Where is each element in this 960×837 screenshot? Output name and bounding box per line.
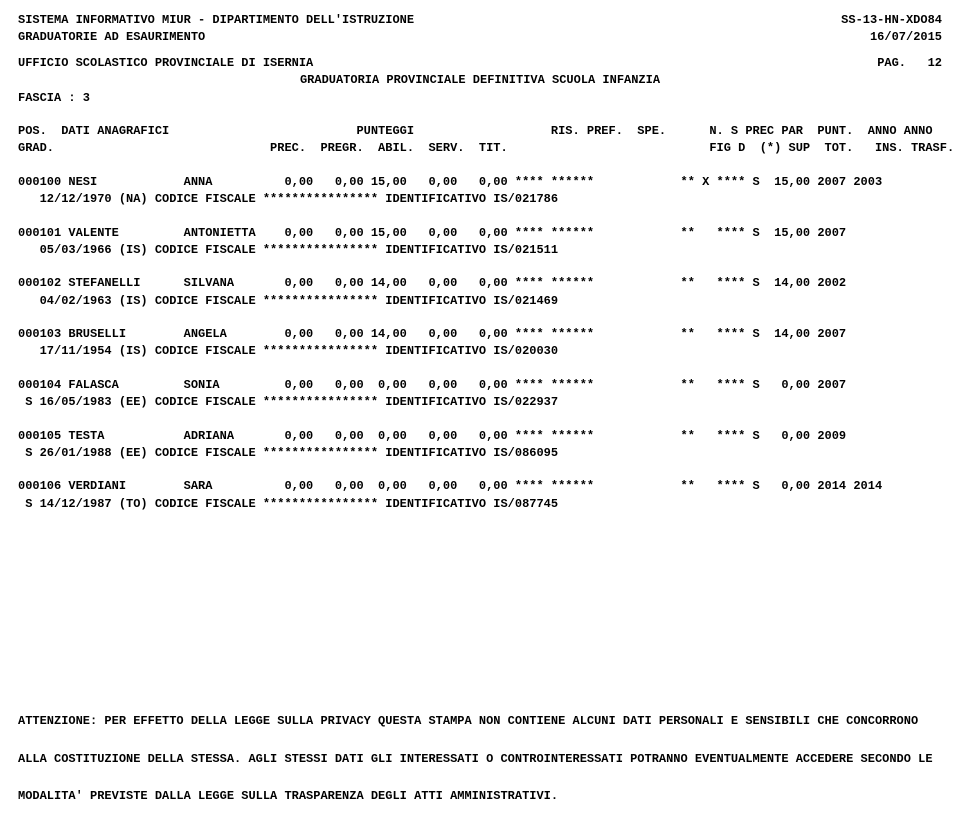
system-title: SISTEMA INFORMATIVO MIUR - DIPARTIMENTO … [18,12,414,29]
table-row: 000103 BRUSELLI ANGELA 0,00 0,00 14,00 0… [18,326,942,361]
data-rows-container: 000100 NESI ANNA 0,00 0,00 15,00 0,00 0,… [18,174,942,513]
table-row: 000102 STEFANELLI SILVANA 0,00 0,00 14,0… [18,275,942,310]
column-header-row-2: GRAD. PREC. PREGR. ABIL. SERV. TIT. FIG … [18,140,942,157]
privacy-footer: ATTENZIONE: PER EFFETTO DELLA LEGGE SULL… [18,713,942,805]
column-header-row-1: POS. DATI ANAGRAFICI PUNTEGGI RIS. PREF.… [18,123,942,140]
row-main: 000106 VERDIANI SARA 0,00 0,00 0,00 0,00… [18,478,942,495]
header-line-3: UFFICIO SCOLASTICO PROVINCIALE DI ISERNI… [18,55,942,72]
row-main: 000104 FALASCA SONIA 0,00 0,00 0,00 0,00… [18,377,942,394]
report-date: 16/07/2015 [870,29,942,46]
office-name: UFFICIO SCOLASTICO PROVINCIALE DI ISERNI… [18,55,313,72]
page-number: PAG. 12 [877,55,942,72]
table-row: 000105 TESTA ADRIANA 0,00 0,00 0,00 0,00… [18,428,942,463]
row-detail: S 26/01/1988 (EE) CODICE FISCALE *******… [18,445,942,462]
row-detail: 04/02/1963 (IS) CODICE FISCALE *********… [18,293,942,310]
row-main: 000103 BRUSELLI ANGELA 0,00 0,00 14,00 0… [18,326,942,343]
row-detail: S 16/05/1983 (EE) CODICE FISCALE *******… [18,394,942,411]
document-title: GRADUATORIA PROVINCIALE DEFINITIVA SCUOL… [18,72,942,89]
report-code: SS-13-HN-XDO84 [841,12,942,29]
subtitle: GRADUATORIE AD ESAURIMENTO [18,29,205,46]
table-row: 000100 NESI ANNA 0,00 0,00 15,00 0,00 0,… [18,174,942,209]
row-detail: 17/11/1954 (IS) CODICE FISCALE *********… [18,343,942,360]
footer-line-2: ALLA COSTITUZIONE DELLA STESSA. AGLI STE… [18,751,942,768]
table-row: 000104 FALASCA SONIA 0,00 0,00 0,00 0,00… [18,377,942,412]
row-detail: 12/12/1970 (NA) CODICE FISCALE *********… [18,191,942,208]
header-line-1: SISTEMA INFORMATIVO MIUR - DIPARTIMENTO … [18,12,942,29]
footer-line-3: MODALITA' PREVISTE DALLA LEGGE SULLA TRA… [18,788,942,805]
fascia-label: FASCIA : 3 [18,90,942,107]
row-main: 000105 TESTA ADRIANA 0,00 0,00 0,00 0,00… [18,428,942,445]
footer-line-1: ATTENZIONE: PER EFFETTO DELLA LEGGE SULL… [18,713,942,730]
row-detail: S 14/12/1987 (TO) CODICE FISCALE *******… [18,496,942,513]
row-main: 000102 STEFANELLI SILVANA 0,00 0,00 14,0… [18,275,942,292]
row-main: 000100 NESI ANNA 0,00 0,00 15,00 0,00 0,… [18,174,942,191]
row-detail: 05/03/1966 (IS) CODICE FISCALE *********… [18,242,942,259]
table-row: 000106 VERDIANI SARA 0,00 0,00 0,00 0,00… [18,478,942,513]
header-line-2: GRADUATORIE AD ESAURIMENTO 16/07/2015 [18,29,942,46]
table-row: 000101 VALENTE ANTONIETTA 0,00 0,00 15,0… [18,225,942,260]
row-main: 000101 VALENTE ANTONIETTA 0,00 0,00 15,0… [18,225,942,242]
